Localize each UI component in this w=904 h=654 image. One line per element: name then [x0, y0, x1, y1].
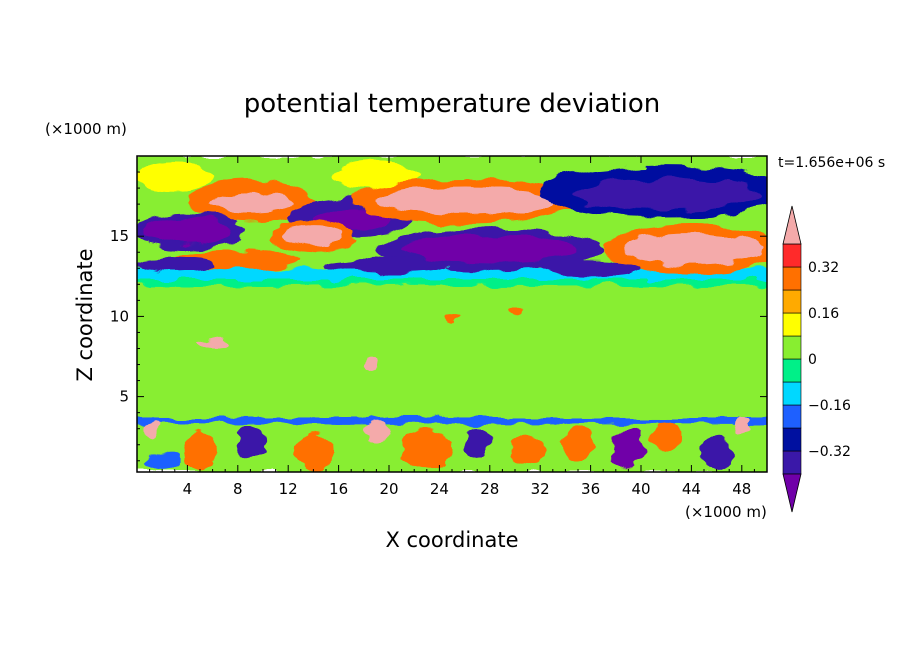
field-anomaly — [332, 162, 421, 189]
x-axis-label: X coordinate — [385, 528, 518, 552]
x-tick-label: 4 — [183, 480, 193, 498]
chart-title: potential temperature deviation — [244, 89, 660, 119]
field-anomaly — [295, 431, 332, 471]
colorbar-lower-extension — [782, 473, 802, 513]
field-anomaly — [571, 178, 761, 211]
y-tick-label: 10 — [110, 307, 129, 325]
field-anomaly — [183, 431, 217, 471]
colorbar-segment — [782, 335, 802, 360]
y-axis-label: Z coordinate — [73, 248, 97, 381]
x-tick-label: 8 — [233, 480, 243, 498]
time-label: t=1.656e+06 s — [778, 155, 885, 171]
field-anomaly — [401, 236, 578, 262]
field-anomaly — [612, 428, 645, 468]
field-anomaly — [401, 430, 452, 469]
x-tick-label: 40 — [631, 480, 650, 498]
colorbar-segment — [782, 427, 802, 452]
x-tick-label: 16 — [329, 480, 348, 498]
x-tick-label: 28 — [480, 480, 499, 498]
field-band — [137, 423, 767, 472]
colorbar-tick-label: −0.16 — [808, 398, 851, 414]
y-unit-label: (×1000 m) — [45, 120, 127, 138]
field-anomaly — [143, 451, 182, 471]
plot-area — [137, 156, 767, 472]
colorbar-tick-label: −0.32 — [808, 444, 851, 460]
y-tick-label: 5 — [119, 388, 129, 406]
x-tick-label: 24 — [430, 480, 449, 498]
field-band — [137, 417, 767, 424]
field-band — [137, 279, 767, 286]
x-tick-label: 12 — [279, 480, 298, 498]
field-anomaly — [508, 305, 522, 315]
field-anomaly — [540, 260, 641, 277]
field-anomaly — [362, 358, 378, 371]
x-tick-label: 32 — [531, 480, 550, 498]
field-anomaly — [701, 436, 732, 469]
field-anomaly — [562, 427, 594, 463]
field-anomaly — [143, 218, 232, 245]
colorbar-tick-label: 0.16 — [808, 306, 839, 322]
y-tick-label: 15 — [110, 227, 129, 245]
colorbar-segment — [782, 266, 802, 291]
x-tick-label: 20 — [379, 480, 398, 498]
x-tick-label: 36 — [581, 480, 600, 498]
colorbar-upper-extension — [782, 205, 802, 245]
field-anomaly — [137, 258, 213, 272]
field-band — [137, 268, 767, 280]
x-unit-label: (×1000 m) — [685, 503, 767, 521]
field-anomaly — [283, 226, 344, 246]
field-anomaly — [210, 192, 291, 213]
field-anomaly — [326, 257, 452, 274]
field-anomaly — [137, 162, 213, 192]
colorbar-segment — [782, 289, 802, 314]
colorbar-segment — [782, 404, 802, 429]
field-anomaly — [652, 422, 681, 452]
field-anomaly — [197, 338, 228, 349]
colorbar-segment — [782, 450, 802, 475]
colorbar: 0.32 0.16 0 −0.16 −0.32 — [782, 205, 851, 513]
x-tick-label: 44 — [682, 480, 701, 498]
x-tick-label: 48 — [732, 480, 751, 498]
field-anomaly — [509, 435, 546, 468]
colorbar-tick-label: 0.32 — [808, 260, 839, 276]
field-anomaly — [376, 186, 553, 216]
field-anomaly — [464, 425, 490, 458]
colorbar-segment — [782, 243, 802, 268]
field-anomaly — [144, 420, 160, 440]
colorbar-tick-label: 0 — [808, 352, 817, 368]
field-anomaly — [363, 420, 389, 444]
field-anomaly — [444, 311, 460, 322]
colorbar-segment — [782, 381, 802, 406]
colorbar-segment — [782, 358, 802, 383]
colorbar-segment — [782, 312, 802, 337]
field-anomaly — [236, 425, 265, 458]
field-anomaly — [734, 417, 750, 434]
field-anomaly — [622, 232, 761, 266]
